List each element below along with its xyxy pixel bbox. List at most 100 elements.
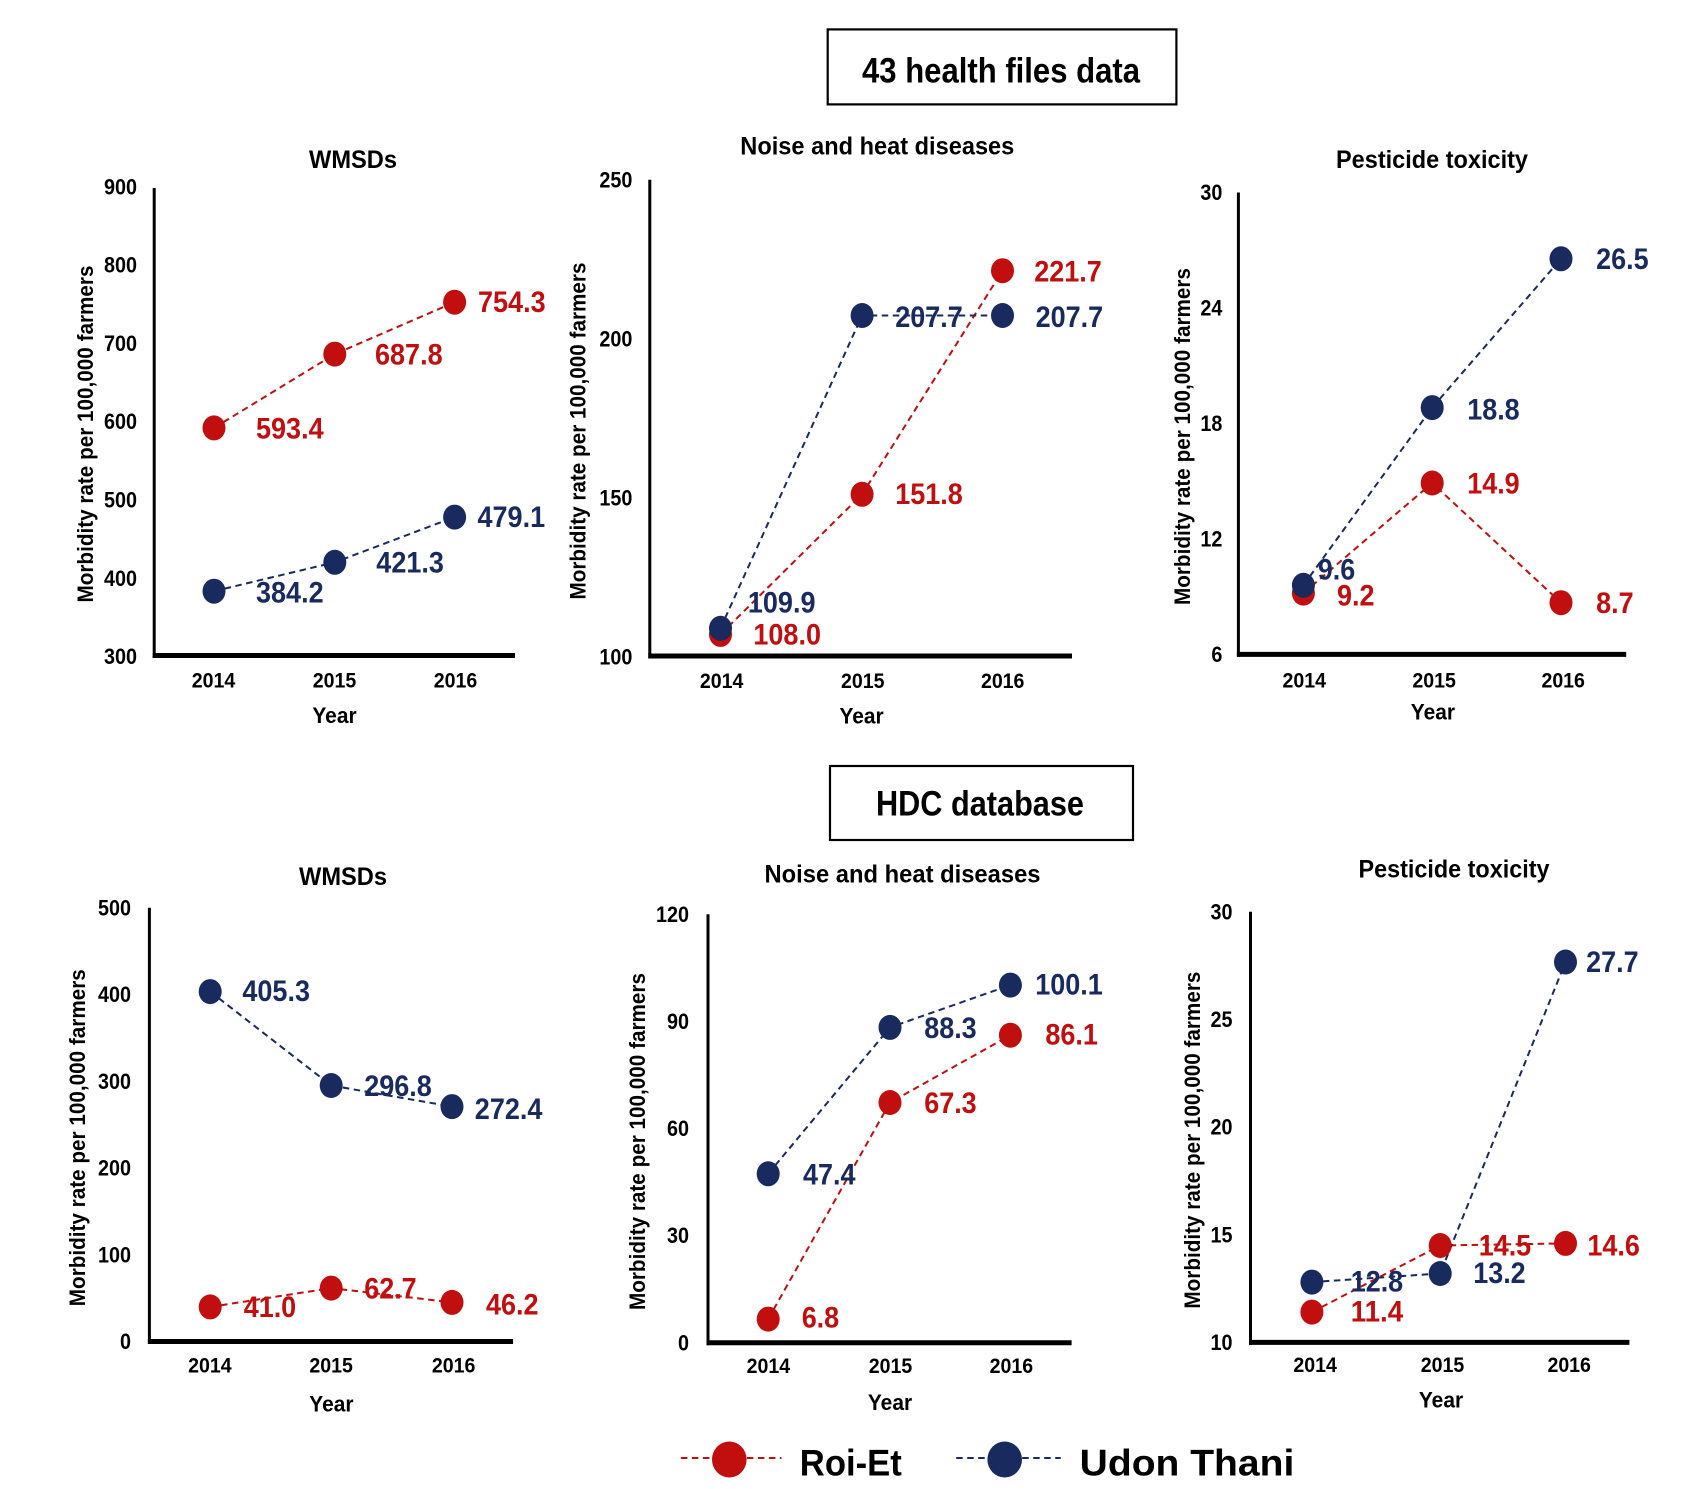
svg-text:2014: 2014 xyxy=(188,1355,232,1378)
svg-text:2016: 2016 xyxy=(981,670,1025,693)
svg-text:25: 25 xyxy=(1211,1007,1233,1032)
svg-text:Morbidity rate per 100,000 far: Morbidity rate per 100,000 farmers xyxy=(65,969,90,1306)
svg-text:12.8: 12.8 xyxy=(1351,1265,1404,1298)
svg-text:41.0: 41.0 xyxy=(244,1291,297,1324)
svg-text:Morbidity rate per 100,000 far: Morbidity rate per 100,000 farmers xyxy=(73,266,98,603)
svg-text:200: 200 xyxy=(599,327,632,352)
svg-text:2015: 2015 xyxy=(1412,670,1456,693)
svg-text:26.5: 26.5 xyxy=(1596,243,1649,276)
svg-text:2014: 2014 xyxy=(700,670,744,693)
svg-text:HDC database: HDC database xyxy=(876,785,1084,824)
svg-text:500: 500 xyxy=(104,488,137,513)
svg-text:14.6: 14.6 xyxy=(1587,1230,1640,1263)
svg-text:WMSDs: WMSDs xyxy=(309,146,397,174)
svg-text:9.2: 9.2 xyxy=(1337,579,1375,612)
svg-text:593.4: 593.4 xyxy=(256,412,324,445)
svg-text:9.6: 9.6 xyxy=(1318,554,1356,587)
svg-text:2014: 2014 xyxy=(747,1355,791,1378)
svg-text:18: 18 xyxy=(1200,411,1222,436)
svg-text:15: 15 xyxy=(1211,1222,1233,1247)
svg-text:250: 250 xyxy=(599,168,632,193)
svg-text:Morbidity rate per 100,000 far: Morbidity rate per 100,000 farmers xyxy=(625,973,650,1310)
svg-text:2016: 2016 xyxy=(990,1355,1034,1378)
svg-text:60: 60 xyxy=(667,1116,689,1141)
svg-text:Pesticide toxicity: Pesticide toxicity xyxy=(1336,146,1528,174)
svg-text:30: 30 xyxy=(1200,180,1222,205)
svg-text:296.8: 296.8 xyxy=(364,1070,432,1103)
svg-text:Year: Year xyxy=(1411,700,1456,725)
svg-text:Morbidity rate per 100,000 far: Morbidity rate per 100,000 farmers xyxy=(565,263,590,600)
svg-text:900: 900 xyxy=(104,174,137,199)
svg-text:Roi-Et: Roi-Et xyxy=(800,1442,902,1483)
svg-text:Year: Year xyxy=(312,703,357,728)
svg-text:62.7: 62.7 xyxy=(364,1272,417,1305)
svg-text:14.9: 14.9 xyxy=(1467,467,1520,500)
svg-text:2015: 2015 xyxy=(313,670,357,693)
svg-text:Year: Year xyxy=(309,1392,354,1417)
svg-text:754.3: 754.3 xyxy=(478,286,546,319)
svg-text:400: 400 xyxy=(104,566,137,591)
svg-text:2014: 2014 xyxy=(1283,670,1327,693)
svg-text:13.2: 13.2 xyxy=(1473,1257,1526,1290)
svg-text:500: 500 xyxy=(98,895,131,920)
svg-text:86.1: 86.1 xyxy=(1045,1018,1098,1051)
svg-text:151.8: 151.8 xyxy=(895,478,963,511)
svg-text:10: 10 xyxy=(1211,1330,1233,1355)
svg-text:Pesticide toxicity: Pesticide toxicity xyxy=(1359,856,1550,884)
svg-text:200: 200 xyxy=(98,1156,131,1181)
svg-text:Morbidity rate per 100,000 far: Morbidity rate per 100,000 farmers xyxy=(1180,972,1205,1309)
svg-text:14.5: 14.5 xyxy=(1479,1230,1532,1263)
svg-text:405.3: 405.3 xyxy=(242,975,310,1008)
svg-text:6.8: 6.8 xyxy=(802,1302,840,1335)
svg-text:27.7: 27.7 xyxy=(1586,946,1639,979)
svg-text:Morbidity rate per 100,000 far: Morbidity rate per 100,000 farmers xyxy=(1170,268,1195,605)
svg-text:100: 100 xyxy=(599,645,632,670)
svg-text:207.7: 207.7 xyxy=(895,301,963,334)
svg-text:108.0: 108.0 xyxy=(753,618,821,651)
svg-text:46.2: 46.2 xyxy=(486,1289,539,1322)
svg-text:100.1: 100.1 xyxy=(1035,969,1103,1002)
svg-text:88.3: 88.3 xyxy=(924,1012,977,1045)
svg-text:700: 700 xyxy=(104,331,137,356)
svg-text:2016: 2016 xyxy=(434,670,478,693)
svg-text:2014: 2014 xyxy=(192,670,236,693)
svg-text:2015: 2015 xyxy=(841,670,885,693)
svg-text:20: 20 xyxy=(1211,1115,1233,1140)
svg-text:687.8: 687.8 xyxy=(375,339,443,372)
svg-text:800: 800 xyxy=(104,253,137,278)
svg-text:Year: Year xyxy=(868,1390,913,1415)
svg-text:43 health files data: 43 health files data xyxy=(862,52,1140,91)
svg-text:207.7: 207.7 xyxy=(1036,301,1104,334)
svg-text:120: 120 xyxy=(656,902,689,927)
svg-text:24: 24 xyxy=(1200,296,1223,321)
svg-text:Noise and heat diseases: Noise and heat diseases xyxy=(740,133,1014,161)
svg-text:Noise and heat diseases: Noise and heat diseases xyxy=(765,861,1041,889)
svg-text:150: 150 xyxy=(599,486,632,511)
svg-text:Year: Year xyxy=(1419,1388,1464,1413)
svg-text:30: 30 xyxy=(1211,899,1233,924)
svg-text:Year: Year xyxy=(840,704,885,729)
svg-text:8.7: 8.7 xyxy=(1596,587,1634,620)
svg-text:100: 100 xyxy=(98,1242,131,1267)
svg-text:2016: 2016 xyxy=(1547,1354,1591,1377)
svg-text:30: 30 xyxy=(667,1223,689,1248)
svg-text:221.7: 221.7 xyxy=(1034,255,1102,288)
svg-text:384.2: 384.2 xyxy=(256,577,324,610)
svg-text:421.3: 421.3 xyxy=(376,547,444,580)
svg-text:18.8: 18.8 xyxy=(1467,394,1520,427)
svg-text:12: 12 xyxy=(1200,527,1222,552)
svg-text:90: 90 xyxy=(667,1009,689,1034)
svg-text:2014: 2014 xyxy=(1293,1354,1337,1377)
svg-text:WMSDs: WMSDs xyxy=(299,863,387,891)
svg-text:11.4: 11.4 xyxy=(1351,1296,1404,1329)
svg-text:0: 0 xyxy=(120,1329,131,1354)
svg-text:400: 400 xyxy=(98,982,131,1007)
svg-text:300: 300 xyxy=(104,644,137,669)
svg-text:2016: 2016 xyxy=(432,1355,476,1378)
svg-text:2016: 2016 xyxy=(1541,670,1585,693)
svg-text:109.9: 109.9 xyxy=(748,587,816,620)
svg-text:0: 0 xyxy=(678,1330,689,1355)
svg-text:2015: 2015 xyxy=(309,1355,353,1378)
svg-text:47.4: 47.4 xyxy=(803,1159,856,1192)
svg-text:2015: 2015 xyxy=(869,1355,913,1378)
